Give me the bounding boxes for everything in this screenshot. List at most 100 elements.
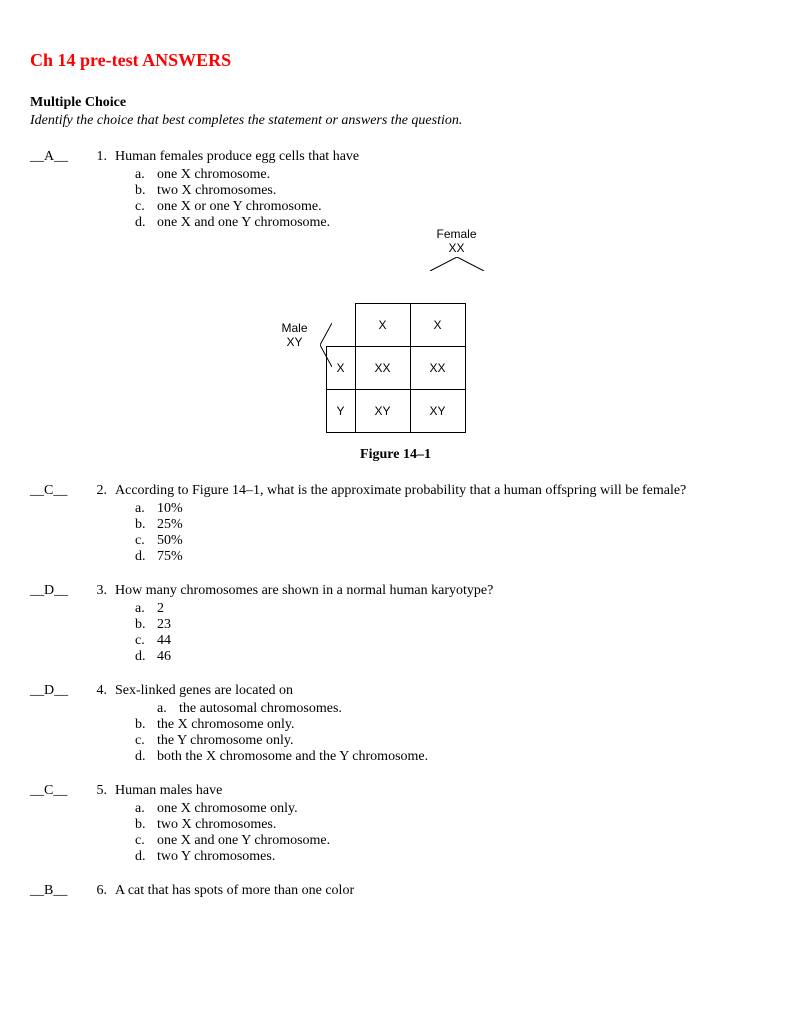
figure-container: FemaleXX MaleXY X X X X	[30, 261, 761, 433]
option-letter: d.	[135, 549, 157, 565]
option-text: 46	[157, 649, 761, 665]
option-row: a.one X chromosome.	[115, 167, 761, 183]
option-text: one X or one Y chromosome.	[157, 199, 761, 215]
option-text: both the X chromosome and the Y chromoso…	[157, 749, 761, 765]
option-text: two X chromosomes.	[157, 183, 761, 199]
col-header: X	[410, 304, 465, 347]
option-row: d.75%	[115, 549, 761, 565]
option-letter: c.	[135, 733, 157, 749]
option-letter: c.	[135, 833, 157, 849]
option-row: b.25%	[115, 517, 761, 533]
question-text: Human males have	[115, 783, 761, 799]
option-text: two Y chromosomes.	[157, 849, 761, 865]
option-letter: b.	[135, 717, 157, 733]
answer-blank: __C__	[30, 783, 85, 799]
option-text: one X chromosome only.	[157, 801, 761, 817]
col-header: X	[355, 304, 410, 347]
male-label: MaleXY	[282, 321, 308, 350]
figure-caption: Figure 14–1	[30, 447, 761, 463]
question-block: __C__ 5. Human males have a.one X chromo…	[30, 783, 761, 865]
option-letter: a.	[135, 801, 157, 817]
question-text: A cat that has spots of more than one co…	[115, 883, 761, 899]
option-text: 23	[157, 617, 761, 633]
question-number: 2.	[85, 483, 115, 499]
question-number: 5.	[85, 783, 115, 799]
option-row: b.two X chromosomes.	[115, 817, 761, 833]
option-row: b.23	[115, 617, 761, 633]
punnett-cell: XY	[355, 390, 410, 433]
option-row: d.both the X chromosome and the Y chromo…	[115, 749, 761, 765]
punnett-cell: XX	[355, 347, 410, 390]
instruction-text: Identify the choice that best completes …	[30, 113, 761, 129]
option-row: a.2	[115, 601, 761, 617]
option-row: a.one X chromosome only.	[115, 801, 761, 817]
option-text: 44	[157, 633, 761, 649]
question-number: 4.	[85, 683, 115, 699]
option-text: the autosomal chromosomes.	[179, 701, 761, 717]
option-letter: b.	[135, 817, 157, 833]
option-letter: b.	[135, 517, 157, 533]
option-text: one X chromosome.	[157, 167, 761, 183]
option-row: c.50%	[115, 533, 761, 549]
option-letter: d.	[135, 215, 157, 231]
female-connector-icon	[404, 257, 510, 271]
option-row: d.two Y chromosomes.	[115, 849, 761, 865]
option-text: one X and one Y chromosome.	[157, 833, 761, 849]
option-text: 10%	[157, 501, 761, 517]
row-header: Y	[326, 390, 355, 433]
option-text: the X chromosome only.	[157, 717, 761, 733]
punnett-cell: XX	[410, 347, 465, 390]
option-letter: b.	[135, 183, 157, 199]
option-text: two X chromosomes.	[157, 817, 761, 833]
option-row: c.one X and one Y chromosome.	[115, 833, 761, 849]
option-letter: a.	[135, 167, 157, 183]
option-row: c.one X or one Y chromosome.	[115, 199, 761, 215]
question-number: 3.	[85, 583, 115, 599]
punnett-square: FemaleXX MaleXY X X X X	[326, 261, 466, 433]
female-label: FemaleXX	[404, 227, 510, 256]
option-letter: a.	[135, 501, 157, 517]
option-row: a.10%	[115, 501, 761, 517]
answer-blank: __D__	[30, 683, 85, 699]
option-letter: c.	[135, 199, 157, 215]
option-text: 75%	[157, 549, 761, 565]
answer-blank: __B__	[30, 883, 85, 899]
option-text: 2	[157, 601, 761, 617]
option-letter: d.	[135, 749, 157, 765]
punnett-table: X X X XX XX Y XY XY	[326, 261, 466, 433]
answer-blank: __C__	[30, 483, 85, 499]
option-letter: a.	[135, 601, 157, 617]
question-block: __D__ 4. Sex-linked genes are located on…	[30, 683, 761, 765]
punnett-cell: XY	[410, 390, 465, 433]
question-text: According to Figure 14–1, what is the ap…	[115, 483, 761, 499]
answer-blank: __D__	[30, 583, 85, 599]
question-text: Human females produce egg cells that hav…	[115, 149, 761, 165]
answer-blank: __A__	[30, 149, 85, 165]
option-letter: d.	[135, 849, 157, 865]
option-text: 25%	[157, 517, 761, 533]
section-header: Multiple Choice	[30, 95, 761, 111]
male-connector-icon	[320, 305, 332, 385]
question-block: __D__ 3. How many chromosomes are shown …	[30, 583, 761, 665]
option-letter: c.	[135, 533, 157, 549]
option-letter: a.	[157, 701, 179, 717]
option-text: 50%	[157, 533, 761, 549]
option-row: c.the Y chromosome only.	[115, 733, 761, 749]
option-text: the Y chromosome only.	[157, 733, 761, 749]
page-title: Ch 14 pre-test ANSWERS	[30, 50, 761, 71]
question-block: __C__ 2. According to Figure 14–1, what …	[30, 483, 761, 565]
option-row: b.two X chromosomes.	[115, 183, 761, 199]
question-text: Sex-linked genes are located on	[115, 683, 761, 699]
option-letter: b.	[135, 617, 157, 633]
option-row: c.44	[115, 633, 761, 649]
question-number: 1.	[85, 149, 115, 165]
question-number: 6.	[85, 883, 115, 899]
option-row: b.the X chromosome only.	[115, 717, 761, 733]
option-row: d.46	[115, 649, 761, 665]
option-letter: c.	[135, 633, 157, 649]
question-block: __A__ 1. Human females produce egg cells…	[30, 149, 761, 231]
question-text: How many chromosomes are shown in a norm…	[115, 583, 761, 599]
question-block: __B__ 6. A cat that has spots of more th…	[30, 883, 761, 901]
option-row: a.the autosomal chromosomes.	[115, 701, 761, 717]
option-letter: d.	[135, 649, 157, 665]
